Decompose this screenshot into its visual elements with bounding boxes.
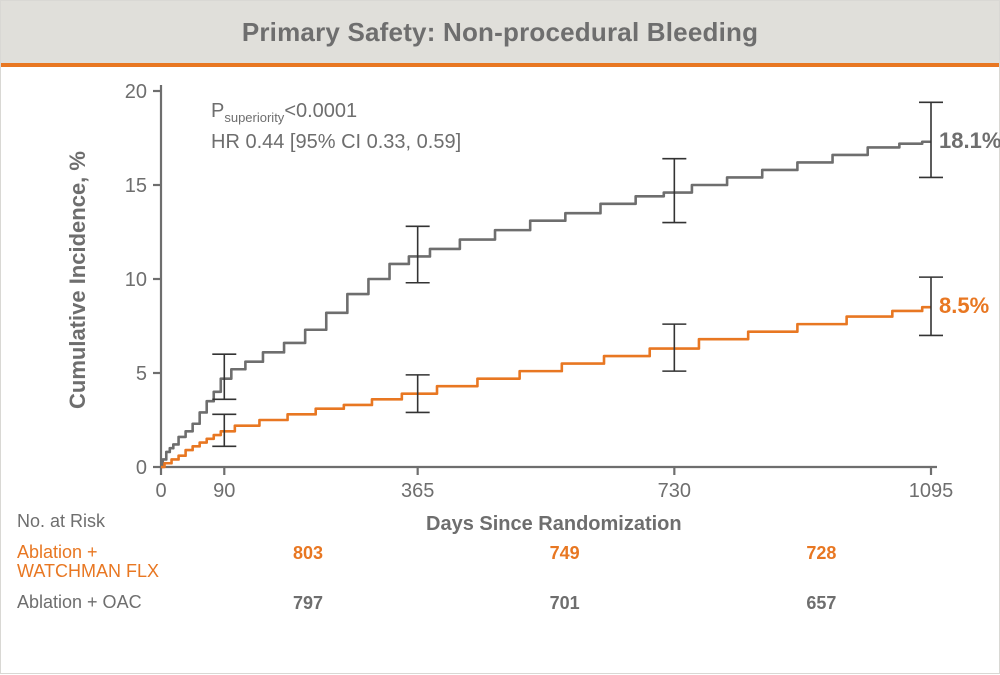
svg-text:1095: 1095	[909, 480, 954, 502]
risk-cell: 749	[550, 543, 580, 564]
svg-text:365: 365	[401, 480, 434, 502]
p-value: <0.0001	[284, 100, 357, 122]
svg-text:5: 5	[136, 363, 147, 385]
risk-cell: 803	[293, 543, 323, 564]
end-label-watchman: 8.5%	[939, 293, 989, 319]
y-axis-title: Cumulative Incidence, %	[65, 151, 91, 409]
svg-text:90: 90	[213, 480, 235, 502]
figure-frame: Primary Safety: Non-procedural Bleeding …	[0, 0, 1000, 674]
svg-text:20: 20	[125, 81, 147, 103]
stats-annotation: Psuperiority<0.0001 HR 0.44 [95% CI 0.33…	[211, 97, 461, 157]
svg-text:15: 15	[125, 175, 147, 197]
risk-cell: 728	[806, 543, 836, 564]
risk-row-label: Ablation + OAC	[17, 593, 167, 612]
risk-row-oac: Ablation + OAC 797701657598	[17, 593, 167, 612]
risk-table-label: No. at Risk	[17, 511, 105, 532]
svg-text:730: 730	[658, 480, 691, 502]
svg-text:0: 0	[155, 480, 166, 502]
figure-title: Primary Safety: Non-procedural Bleeding	[1, 1, 999, 63]
risk-cell: 701	[550, 593, 580, 614]
risk-row-watchman: Ablation +WATCHMAN FLX 803749728681	[17, 543, 167, 581]
hr-line: HR 0.44 [95% CI 0.33, 0.59]	[211, 128, 461, 157]
risk-cell: 657	[806, 593, 836, 614]
x-axis-title: Days Since Randomization	[426, 513, 682, 536]
end-label-oac: 18.1%	[939, 128, 1000, 154]
risk-cell: 797	[293, 593, 323, 614]
svg-text:0: 0	[136, 457, 147, 479]
risk-row-label: Ablation +WATCHMAN FLX	[17, 543, 167, 581]
p-subscript: superiority	[224, 110, 284, 125]
chart-area: 0 5 10 15 20 0 90 365 730 1095 Cumulative Inciden…	[1, 67, 999, 675]
km-plot: 0 5 10 15 20 0 90 365 730 1095	[1, 67, 1000, 507]
p-label: P	[211, 100, 224, 122]
svg-text:10: 10	[125, 269, 147, 291]
